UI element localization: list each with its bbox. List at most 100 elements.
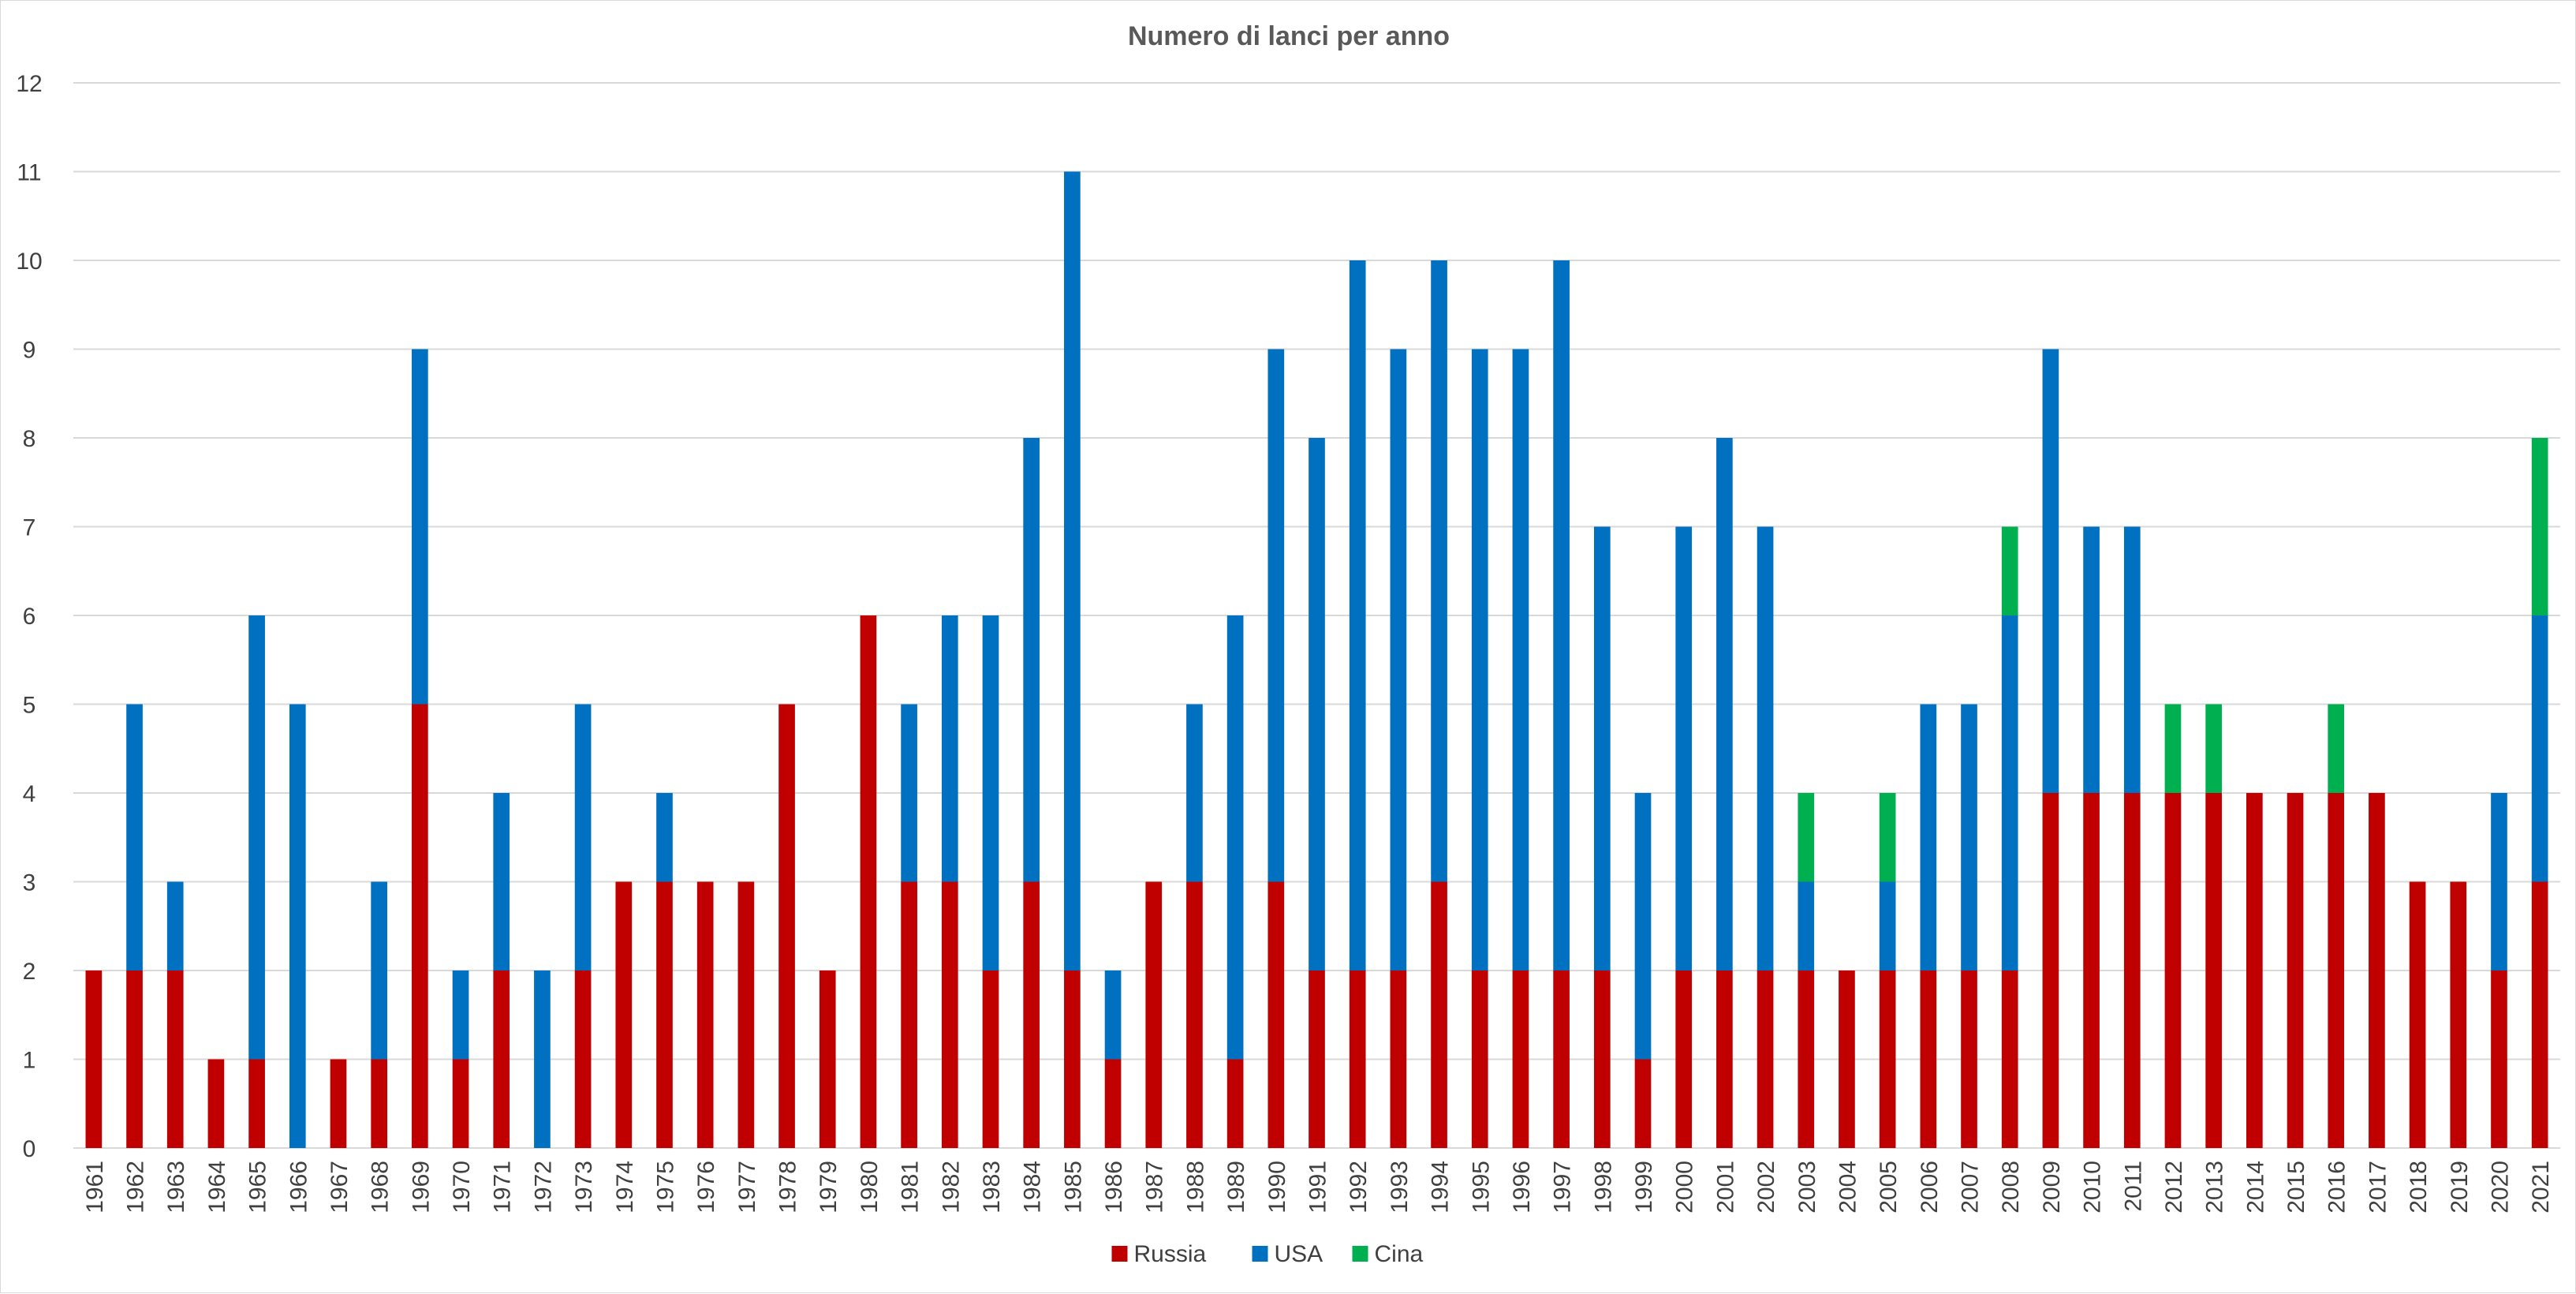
bar-usa-1995	[1471, 349, 1488, 970]
bar-usa-2001	[1716, 438, 1733, 970]
bar-russia-2013	[2205, 793, 2222, 1148]
y-tick-label: 9	[23, 338, 36, 364]
x-tick-label: 1973	[571, 1161, 597, 1214]
x-tick-label: 1963	[163, 1161, 189, 1214]
bar-russia-2001	[1716, 970, 1733, 1148]
bar-russia-2012	[2164, 793, 2182, 1148]
bar-russia-2003	[1798, 970, 1815, 1148]
bar-russia-2011	[2123, 793, 2141, 1148]
bar-cina-2003	[1798, 793, 1815, 882]
bar-russia-1975	[656, 881, 673, 1148]
legend-label-cina: Cina	[1375, 1241, 1424, 1267]
x-tick-label: 2017	[2365, 1161, 2391, 1214]
bar-russia-1978	[778, 704, 795, 1148]
bar-russia-2007	[1961, 970, 1977, 1148]
x-tick-label: 1980	[857, 1161, 883, 1214]
bar-usa-1994	[1431, 260, 1447, 882]
bar-russia-2015	[2287, 793, 2304, 1148]
bar-russia-1984	[1023, 881, 1040, 1148]
x-tick-label: 2001	[1712, 1161, 1738, 1214]
bar-russia-1977	[737, 881, 755, 1148]
y-tick-label: 2	[23, 959, 36, 985]
bar-russia-1980	[860, 615, 877, 1148]
bar-usa-1990	[1267, 349, 1285, 882]
x-tick-label: 2003	[1794, 1161, 1820, 1214]
x-tick-label: 1978	[775, 1161, 801, 1214]
bar-russia-1973	[574, 970, 592, 1148]
x-tick-label: 2004	[1835, 1161, 1861, 1214]
bar-cina-2005	[1879, 793, 1896, 882]
bar-cina-2021	[2531, 438, 2548, 615]
bar-russia-1994	[1431, 881, 1447, 1148]
x-tick-label: 1995	[1468, 1161, 1494, 1214]
x-tick-label: 1989	[1223, 1161, 1249, 1214]
x-tick-label: 1997	[1550, 1161, 1576, 1214]
bar-russia-2017	[2369, 793, 2385, 1148]
x-tick-label: 1986	[1101, 1161, 1127, 1214]
bar-usa-1983	[982, 615, 999, 970]
x-tick-label: 1979	[816, 1161, 842, 1214]
x-tick-label: 1994	[1428, 1161, 1454, 1214]
bar-russia-1998	[1593, 970, 1611, 1148]
x-tick-label: 1977	[734, 1161, 760, 1214]
x-tick-label: 1984	[1020, 1161, 1046, 1214]
x-tick-label: 1967	[327, 1161, 353, 1214]
x-tick-label: 1974	[612, 1161, 638, 1214]
bar-usa-1999	[1634, 793, 1652, 1060]
bar-russia-1983	[982, 970, 999, 1148]
bar-usa-2006	[1920, 704, 1937, 970]
bar-cina-2016	[2328, 704, 2345, 793]
bar-usa-2008	[2001, 615, 2018, 970]
bar-usa-1962	[126, 704, 143, 970]
x-tick-label: 1961	[82, 1161, 108, 1214]
bar-russia-1965	[248, 1059, 265, 1148]
bar-usa-1972	[534, 970, 551, 1148]
chart-title: Numero di lanci per anno	[1128, 21, 1450, 51]
x-tick-label: 1966	[286, 1161, 312, 1214]
bar-russia-2008	[2001, 970, 2018, 1148]
bar-usa-1973	[574, 704, 592, 970]
bar-russia-2009	[2042, 793, 2059, 1148]
x-tick-label: 1993	[1387, 1161, 1413, 1214]
bar-usa-2011	[2123, 526, 2141, 793]
bar-usa-1981	[901, 704, 917, 882]
x-tick-label: 2005	[1876, 1161, 1902, 1214]
x-tick-label: 1962	[123, 1161, 149, 1214]
legend: Russia USA Cina	[1111, 1241, 1424, 1267]
bar-usa-1989	[1226, 615, 1244, 1060]
bar-cina-2012	[2164, 704, 2182, 793]
x-tick-label: 1981	[898, 1161, 924, 1214]
bar-cina-2008	[2001, 526, 2018, 615]
x-tick-label: 1991	[1305, 1161, 1331, 1214]
x-tick-label: 1971	[490, 1161, 516, 1214]
bar-russia-1976	[696, 881, 714, 1148]
bar-usa-2010	[2083, 526, 2100, 793]
bar-russia-2004	[1839, 970, 1855, 1148]
x-tick-label: 2000	[1672, 1161, 1698, 1214]
bar-usa-2009	[2042, 349, 2059, 793]
x-tick-label: 2014	[2242, 1161, 2268, 1214]
y-tick-label: 12	[16, 71, 42, 97]
x-tick-label: 1969	[408, 1161, 434, 1214]
bar-russia-1982	[941, 881, 958, 1148]
bar-russia-1990	[1267, 881, 1285, 1148]
bar-usa-1966	[289, 704, 306, 1148]
bar-russia-1992	[1349, 970, 1366, 1148]
y-tick-label: 3	[23, 870, 36, 896]
x-tick-label: 2006	[1917, 1161, 1943, 1214]
bar-russia-1985	[1064, 970, 1081, 1148]
bar-usa-2020	[2491, 793, 2507, 970]
x-tick-label: 2011	[2120, 1161, 2146, 1212]
bar-usa-1988	[1186, 704, 1203, 882]
bar-russia-1979	[819, 970, 836, 1148]
bar-russia-2020	[2491, 970, 2507, 1148]
bar-usa-1998	[1593, 526, 1611, 970]
y-tick-label: 11	[17, 160, 41, 186]
bar-usa-2000	[1675, 526, 1693, 970]
bar-usa-1992	[1349, 260, 1366, 970]
x-tick-label: 1964	[204, 1161, 230, 1214]
bar-usa-1975	[656, 793, 673, 882]
bar-russia-2005	[1879, 970, 1896, 1148]
